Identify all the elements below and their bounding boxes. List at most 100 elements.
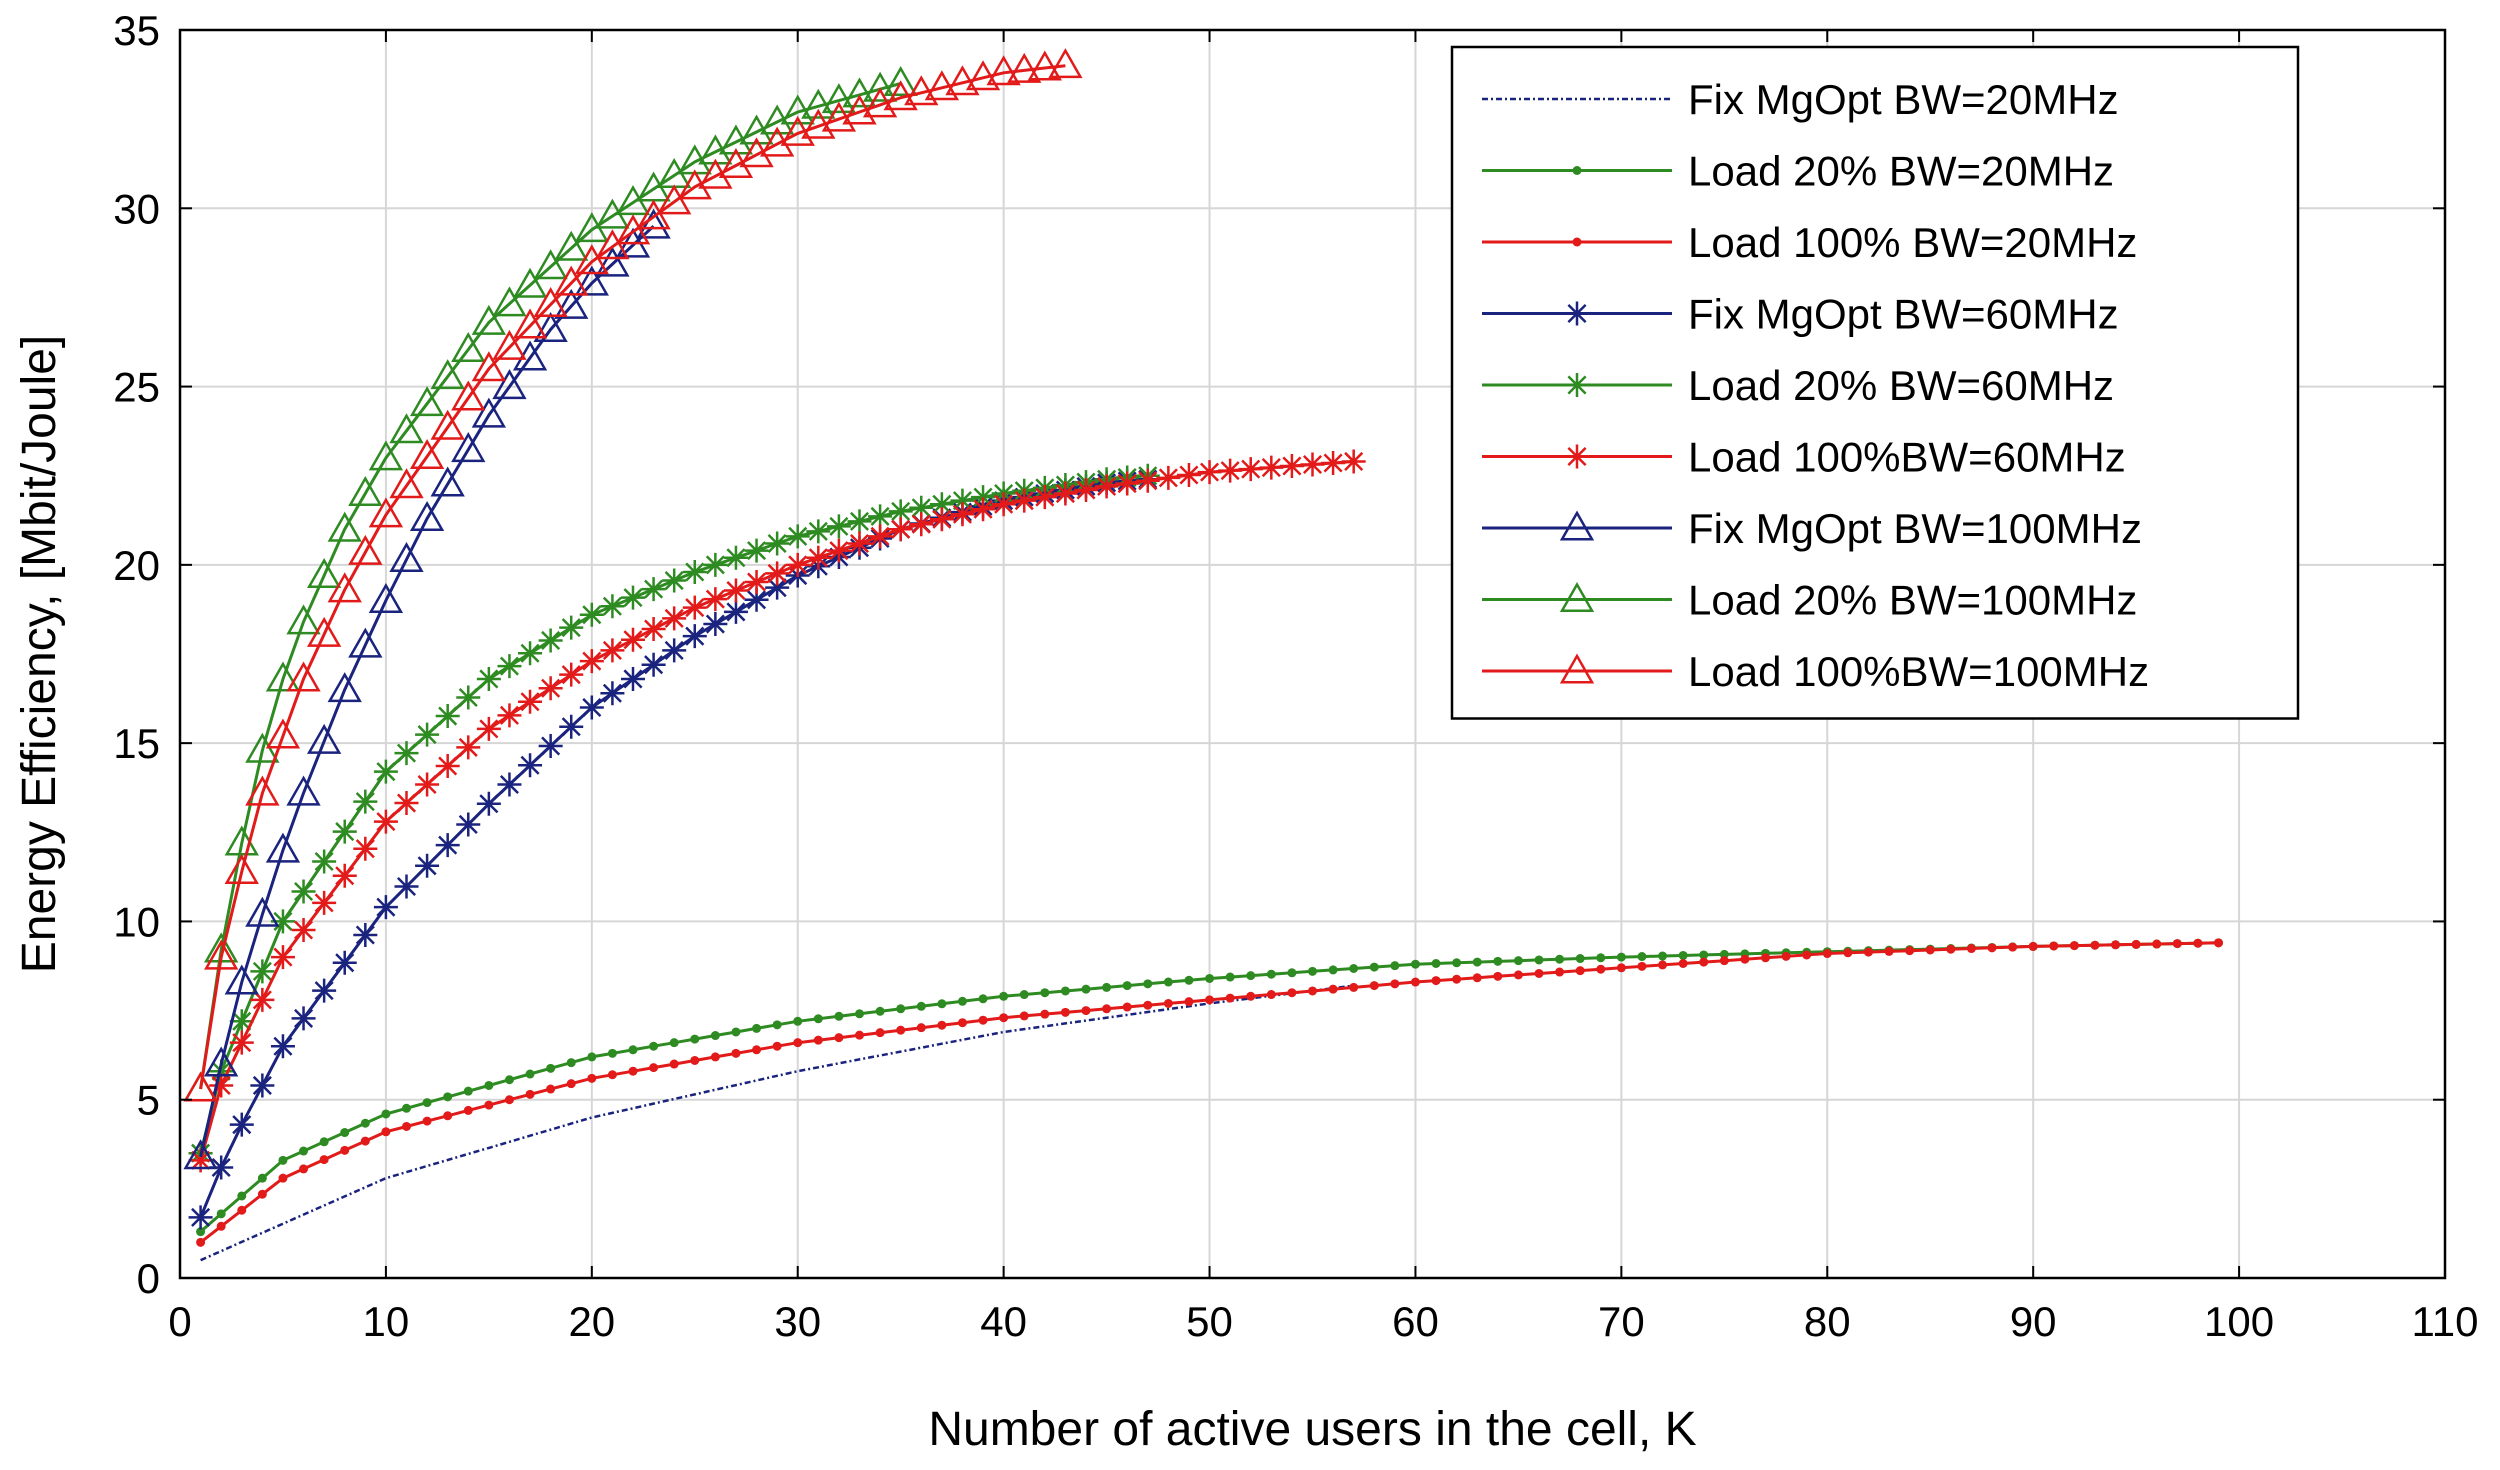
- data-point: [348, 627, 383, 658]
- data-point: [579, 695, 604, 720]
- data-point: [847, 509, 872, 534]
- legend-label: Load 20% BW=100MHz: [1688, 577, 2137, 624]
- data-point: [312, 890, 337, 915]
- data-point: [1843, 948, 1853, 958]
- data-point: [353, 789, 378, 814]
- data-point: [834, 1011, 844, 1021]
- data-point: [1279, 454, 1304, 479]
- data-point: [340, 1128, 350, 1138]
- data-point: [559, 615, 584, 640]
- data-point: [657, 184, 692, 215]
- data-point: [1048, 48, 1083, 79]
- legend-marker: [1559, 581, 1595, 612]
- data-point: [188, 1205, 213, 1230]
- data-point: [875, 1028, 885, 1038]
- data-point: [270, 945, 295, 970]
- data-point: [1081, 1006, 1091, 1016]
- data-point: [888, 499, 913, 524]
- data-point: [209, 1155, 234, 1180]
- data-point: [332, 863, 357, 888]
- data-point: [237, 1191, 247, 1201]
- data-point: [327, 572, 362, 603]
- data-point: [662, 568, 687, 593]
- data-point: [250, 1073, 275, 1098]
- data-point: [1452, 974, 1462, 984]
- data-point: [1822, 949, 1832, 959]
- data-point: [937, 1020, 947, 1030]
- data-point: [415, 853, 440, 878]
- data-point: [847, 531, 872, 556]
- data-point: [554, 230, 589, 261]
- y-tick-label: 15: [113, 720, 160, 767]
- data-point: [888, 517, 913, 542]
- legend-item: Load 100%BW=100MHz: [1482, 648, 2149, 695]
- data-point: [1259, 455, 1284, 480]
- data-point: [909, 495, 934, 520]
- x-tick-label: 100: [2204, 1298, 2274, 1345]
- data-point: [430, 359, 465, 390]
- data-point: [909, 512, 934, 537]
- data-point: [1719, 956, 1729, 966]
- data-point: [621, 627, 645, 652]
- data-point: [986, 55, 1021, 86]
- data-point: [224, 964, 259, 995]
- data-point: [641, 652, 666, 677]
- data-point: [291, 1006, 316, 1031]
- legend-box: [1450, 45, 2300, 720]
- data-point: [669, 1038, 679, 1048]
- data-point: [381, 1127, 391, 1137]
- data-point: [600, 681, 625, 706]
- legend-item: Fix MgOpt BW=60MHz: [1482, 291, 2119, 338]
- data-point: [710, 1052, 720, 1062]
- data-point: [456, 685, 481, 710]
- data-point: [806, 519, 831, 544]
- data-point: [409, 438, 445, 469]
- y-tick-label: 0: [137, 1255, 160, 1302]
- data-point: [332, 950, 357, 975]
- data-point: [615, 214, 651, 245]
- data-point: [245, 775, 280, 806]
- legend-label: Fix MgOpt BW=20MHz: [1688, 76, 2119, 123]
- data-point: [1349, 982, 1359, 992]
- data-point: [435, 704, 460, 729]
- data-point: [327, 511, 362, 542]
- data-point: [1513, 956, 1523, 966]
- data-point: [1156, 465, 1181, 490]
- series-7: [183, 208, 671, 1170]
- data-point: [1472, 973, 1482, 983]
- data-point: [430, 466, 465, 497]
- data-point: [785, 552, 810, 577]
- data-point: [806, 545, 831, 570]
- data-point: [327, 672, 362, 703]
- data-point: [435, 833, 460, 858]
- data-point: [265, 718, 301, 749]
- data-point: [286, 604, 321, 635]
- data-point: [224, 853, 259, 885]
- data-point: [765, 561, 790, 586]
- data-point: [1761, 953, 1770, 963]
- data-point: [579, 602, 604, 627]
- data-point: [957, 996, 967, 1006]
- data-point: [257, 1189, 267, 1199]
- data-point: [780, 94, 815, 125]
- data-point: [2111, 940, 2121, 950]
- data-point: [780, 115, 815, 146]
- data-point: [813, 1035, 823, 1045]
- data-point: [842, 77, 877, 108]
- x-tick-label: 10: [363, 1298, 410, 1345]
- data-point: [306, 558, 342, 589]
- data-point: [1555, 954, 1565, 964]
- legend-item: Load 100%BW=60MHz: [1482, 434, 2126, 481]
- data-point: [1040, 1009, 1050, 1019]
- data-point: [1925, 945, 1935, 955]
- data-point: [250, 959, 275, 984]
- data-point: [785, 524, 810, 549]
- data-point: [821, 83, 857, 114]
- data-point: [1308, 966, 1317, 976]
- legend-marker: [1559, 653, 1595, 684]
- data-point: [1184, 975, 1194, 985]
- data-point: [1596, 953, 1606, 963]
- data-point: [1513, 970, 1523, 980]
- legend-marker: [1572, 166, 1582, 175]
- data-point: [373, 809, 398, 834]
